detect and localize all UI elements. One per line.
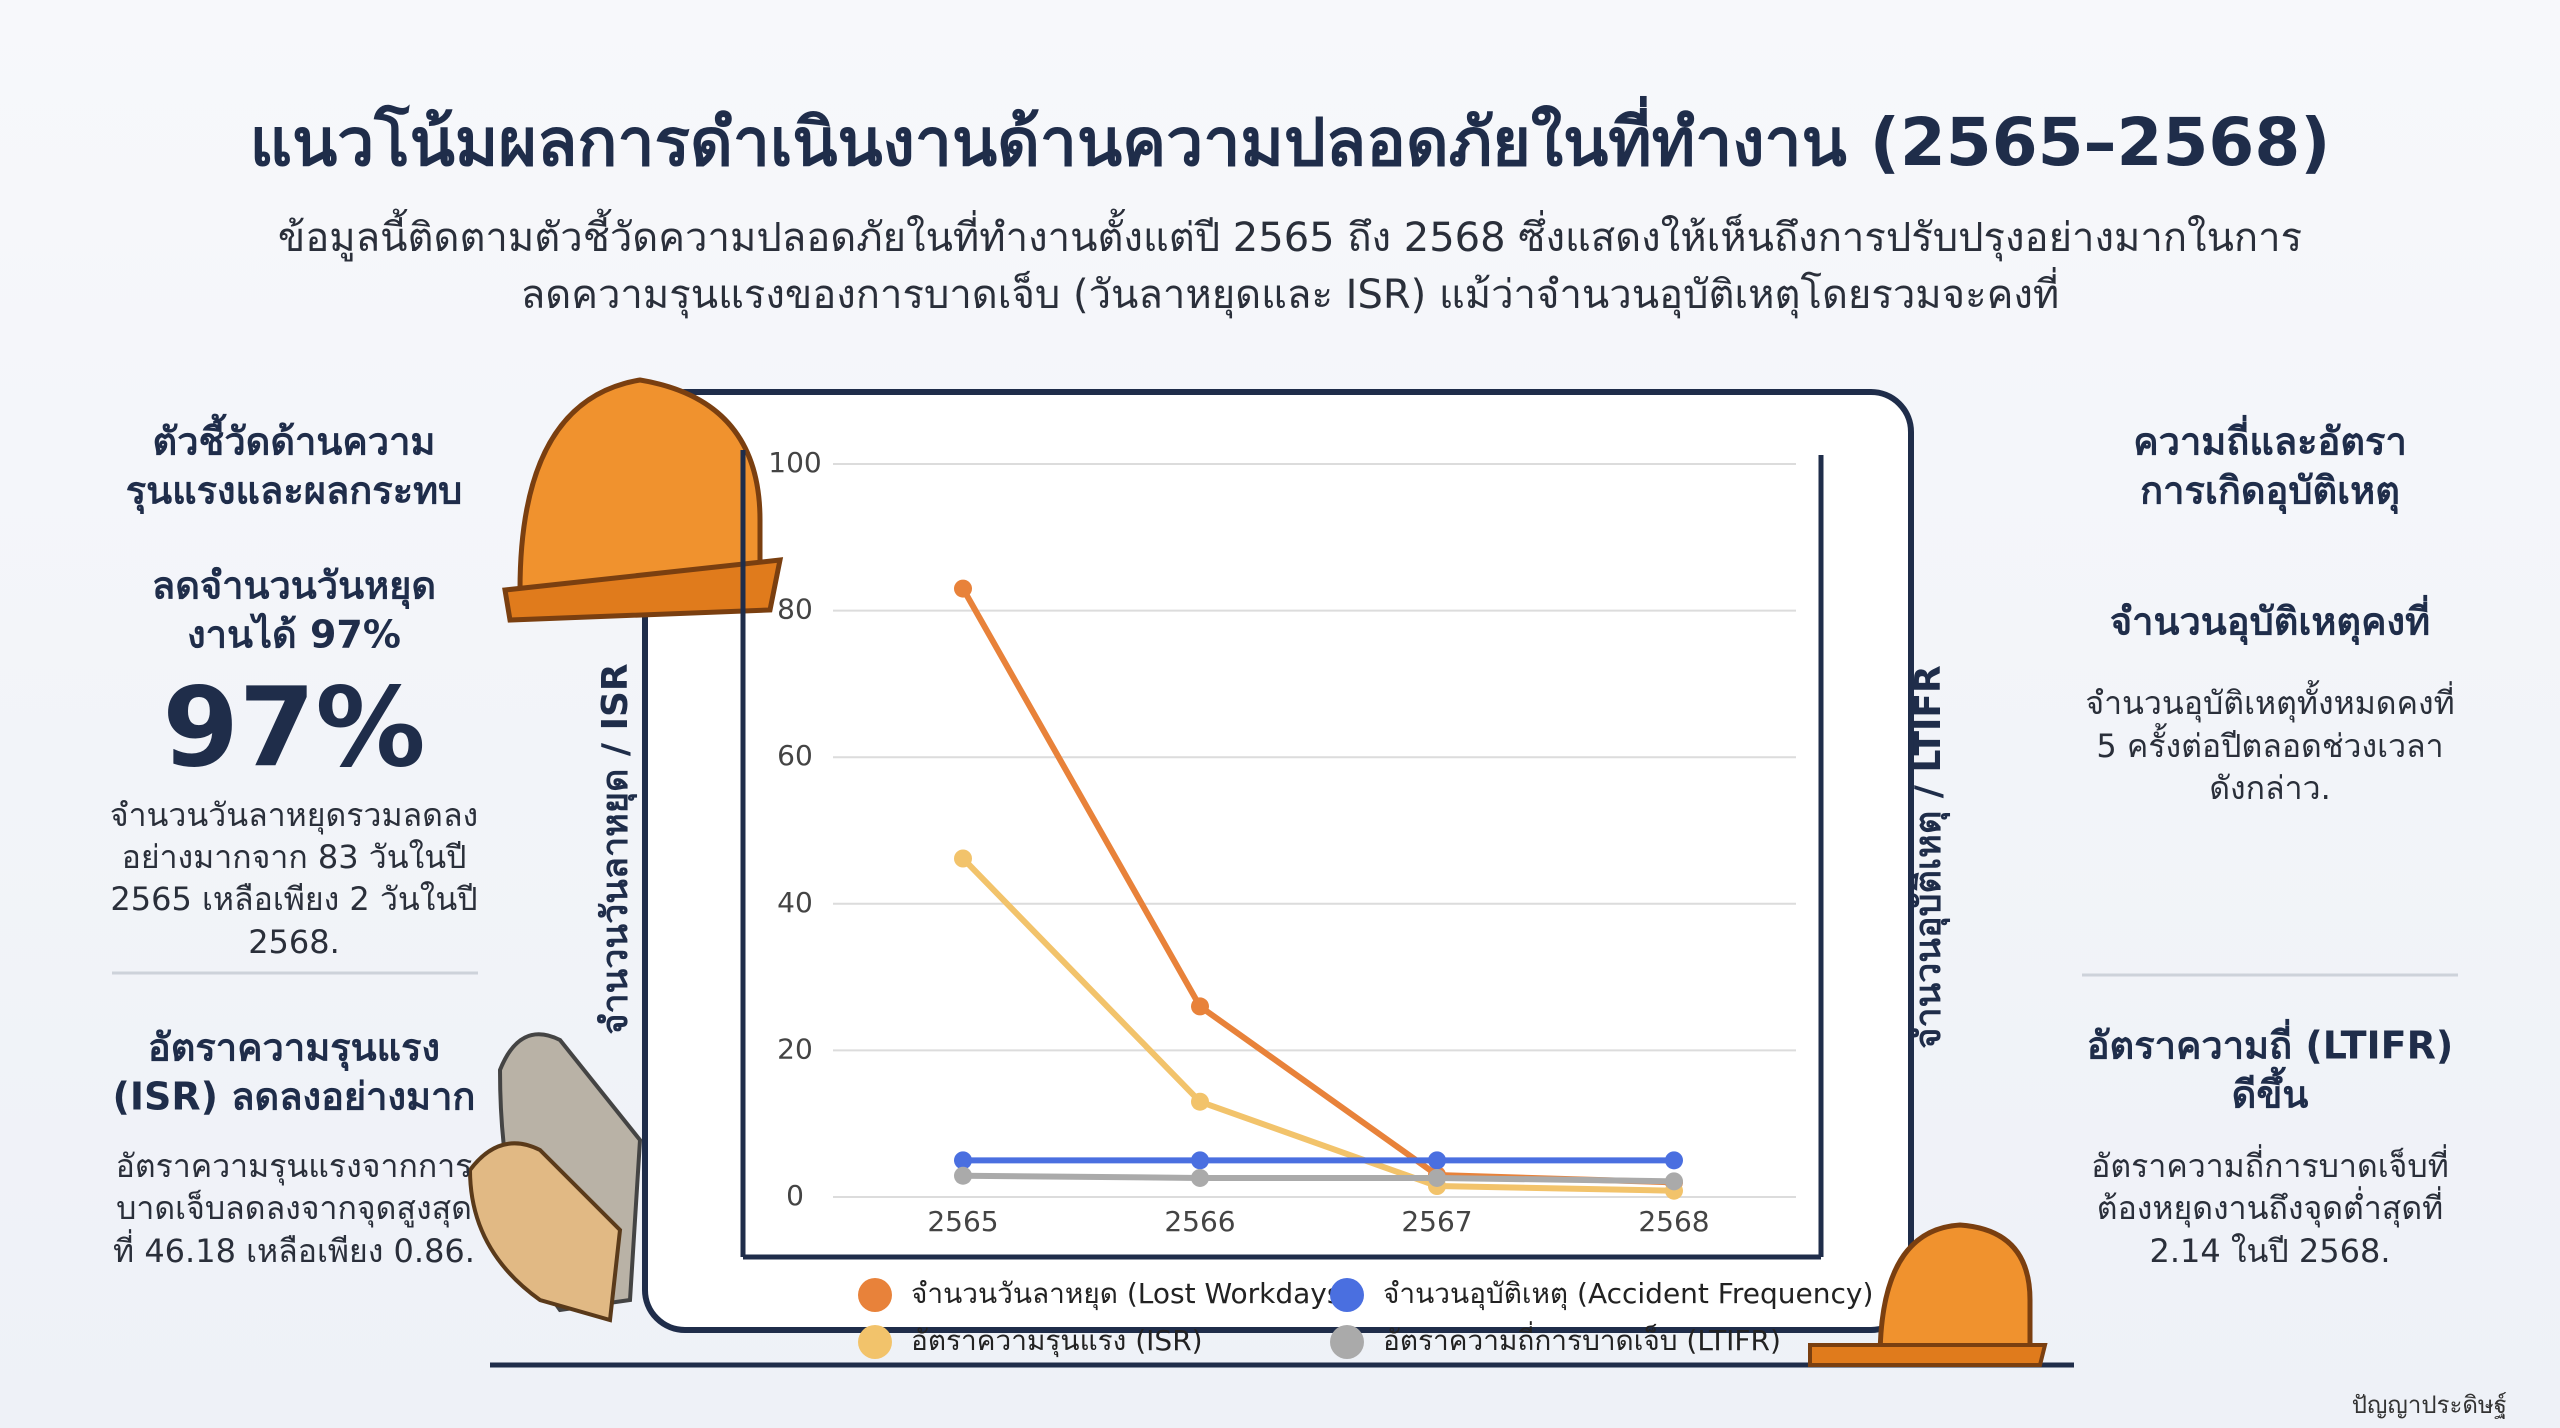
y2-axis-title: จำนวนอุบัติเหตุ / LTIFR (1908, 665, 1951, 1048)
glove-icon (467, 1032, 643, 1323)
page-title: แนวโน้มผลการดำเนินงานด้านความปลอดภัยในที… (250, 95, 2331, 181)
data-point (1428, 1151, 1446, 1170)
helmet-icon (1808, 1222, 2048, 1367)
y-tick-label: 60 (777, 739, 813, 772)
legend-swatch (858, 1325, 892, 1359)
series-line (962, 1172, 1675, 1185)
stat-title: (ISR) ลดลงอย่างมาก (113, 1075, 476, 1119)
data-point (1191, 1151, 1209, 1170)
plot: 0 20 40 60 80 100 2565 2566 2567 2568 จำนวนวันลาหย… (768, 446, 1873, 1359)
panel-heading: การเกิดอุบัติเหตุ (2140, 469, 2400, 515)
stat-text: 5 ครั้งต่อปีตลอดช่วงเวลา (2096, 723, 2443, 765)
stat-text: บาดเจ็บลดลงจากจุดสูงสุด (116, 1189, 472, 1228)
legend-swatch (1330, 1278, 1364, 1312)
helmet-icon (502, 377, 784, 623)
legend-swatch (858, 1278, 892, 1312)
data-point (1191, 1092, 1209, 1111)
legend-label: อัตราความถี่การบาดเจ็บ (LTIFR) (1383, 1321, 1781, 1357)
data-point (1191, 997, 1209, 1016)
data-point (1665, 1151, 1683, 1170)
legend-swatch (1330, 1325, 1364, 1359)
subtitle-line: ข้อมูลนี้ติดตามตัวชี้วัดความปลอดภัยในที่… (278, 208, 2302, 262)
y-tick-label: 100 (768, 446, 821, 479)
data-point (1665, 1172, 1683, 1191)
y-tick-label: 0 (786, 1179, 804, 1212)
data-point (954, 1151, 972, 1170)
chart-frame (642, 389, 1914, 1333)
subtitle-line: ลดความรุนแรงของการบาดเจ็บ (วันลาหยุดและ … (521, 267, 2060, 319)
stat-title: อัตราความถี่ (LTIFR) (2087, 1019, 2454, 1068)
data-point (1428, 1168, 1446, 1187)
footer-credit: ปัญญาประดิษฐ์ (2352, 1391, 2507, 1419)
data-point (954, 579, 972, 598)
stat-text: ดังกล่าว. (2209, 769, 2331, 807)
y-tick-label: 20 (777, 1032, 813, 1065)
legend-label: อัตราความรุนแรง (ISR) (911, 1324, 1203, 1358)
series-line (960, 856, 1675, 1194)
stat-text: จำนวนวันลาหยุดรวมลดลง (110, 796, 478, 835)
x-tick-label: 2568 (1638, 1205, 1709, 1238)
data-point (1191, 1168, 1209, 1187)
x-tick-label: 2565 (927, 1205, 998, 1238)
stat-title: ลดจำนวนวันหยุด (152, 564, 436, 610)
legend-label: จำนวนอุบัติเหตุ (Accident Frequency) (1383, 1277, 1873, 1311)
stat-text: อัตราความรุนแรงจากการ (116, 1147, 473, 1186)
stat-text: 2565 เหลือเพียง 2 วันในปี (110, 880, 477, 918)
data-point (954, 1166, 972, 1185)
stat-text: 2.14 ในปี 2568. (2149, 1232, 2390, 1270)
panel-heading: ความถี่และอัตรา (2133, 415, 2407, 464)
x-tick-label: 2567 (1401, 1205, 1472, 1238)
y-axis-title: จำนวนวันลาหยุด / ISR (595, 663, 638, 1034)
stat-title: อัตราความรุนแรง (148, 1026, 440, 1072)
y-tick-label: 80 (777, 593, 813, 626)
stat-big: 97% (162, 663, 425, 791)
stat-text: จำนวนอุบัติเหตุทั้งหมดคงที่ (2085, 680, 2454, 723)
panel-heading: ตัวชี้วัดด้านความ (153, 414, 436, 464)
stat-text: 2568. (248, 923, 340, 961)
stat-text: ที่ 46.18 เหลือเพียง 0.86. (113, 1229, 475, 1270)
panel-heading: รุนแรงและผลกระทบ (126, 469, 463, 515)
stat-text: อย่างมากจาก 83 วันในปี (122, 838, 467, 876)
x-tick-label: 2566 (1164, 1205, 1235, 1238)
stat-title: จำนวนอุบัติเหตุคงที่ (2110, 595, 2430, 646)
stat-title: งานได้ 97% (187, 613, 401, 657)
stat-text: ต้องหยุดงานถึงจุดต่ำสุดที่ (2097, 1186, 2443, 1228)
data-point (954, 849, 972, 868)
y-tick-label: 40 (777, 886, 813, 919)
stat-text: อัตราความถี่การบาดเจ็บที่ (2091, 1144, 2449, 1185)
legend-label: จำนวนวันลาหยุด (Lost Workdays) (911, 1277, 1352, 1311)
stat-title: ดีขึ้น (2232, 1067, 2309, 1117)
